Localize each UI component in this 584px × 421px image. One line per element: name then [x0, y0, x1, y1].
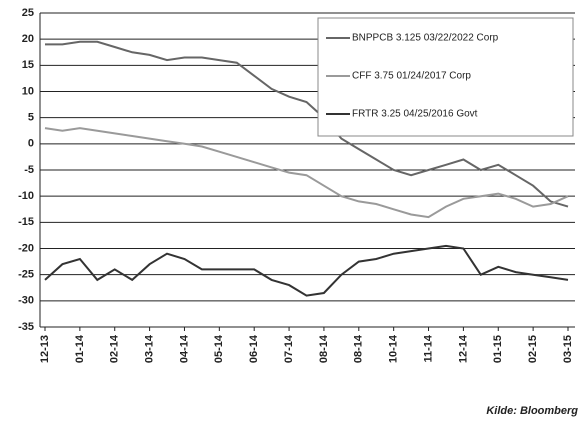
legend-label: CFF 3.75 01/24/2017 Corp [352, 71, 471, 82]
x-tick-label: 10-14 [388, 334, 400, 363]
line-series [44, 127, 569, 219]
x-tick-label: 08-14 [318, 334, 330, 363]
x-tick-label: 11-14 [422, 334, 434, 362]
x-tick-label: 02-14 [109, 334, 121, 363]
y-tick-label: 15 [22, 59, 34, 71]
source: Kilde: Bloomberg [486, 405, 578, 417]
x-tick-label: 04-14 [178, 334, 190, 363]
x-tick-label: 02-15 [527, 335, 539, 363]
y-tick-label: 20 [22, 33, 34, 45]
x-tick-label: 12-13 [39, 335, 51, 363]
legend-box [317, 17, 574, 137]
y-tick-label: -35 [18, 321, 34, 333]
x-tick-label: 03-14 [144, 334, 156, 363]
x-tick-label: 06-14 [248, 334, 260, 363]
y-tick-label: 0 [28, 138, 34, 150]
x-tick-label: 12-14 [457, 334, 469, 363]
x-tick-label: 07-14 [283, 334, 295, 363]
x-tick-label: 03-15 [562, 335, 574, 363]
y-tick-label: -25 [18, 269, 34, 281]
y-tick-label: 5 [28, 112, 34, 124]
x-tick-label: 01-14 [74, 334, 86, 363]
y-tick-label: 10 [22, 85, 34, 97]
y-tick-label: 25 [22, 7, 34, 19]
legend-label: BNPPCB 3.125 03/22/2022 Corp [352, 33, 499, 44]
x-tick-label: 05-14 [213, 334, 225, 363]
x-tick-label: 08-14 [353, 334, 365, 363]
x-tick-label: 01-15 [492, 335, 504, 363]
line-series [45, 40, 569, 208]
line-series [44, 244, 569, 297]
y-tick-label: -30 [18, 295, 34, 307]
y-tick-label: -10 [18, 190, 34, 202]
y-tick-label: -15 [18, 216, 34, 228]
legend-label: FRTR 3.25 04/25/2016 Govt [352, 109, 478, 120]
y-tick-label: -5 [24, 164, 34, 176]
y-tick-label: -20 [18, 242, 34, 254]
